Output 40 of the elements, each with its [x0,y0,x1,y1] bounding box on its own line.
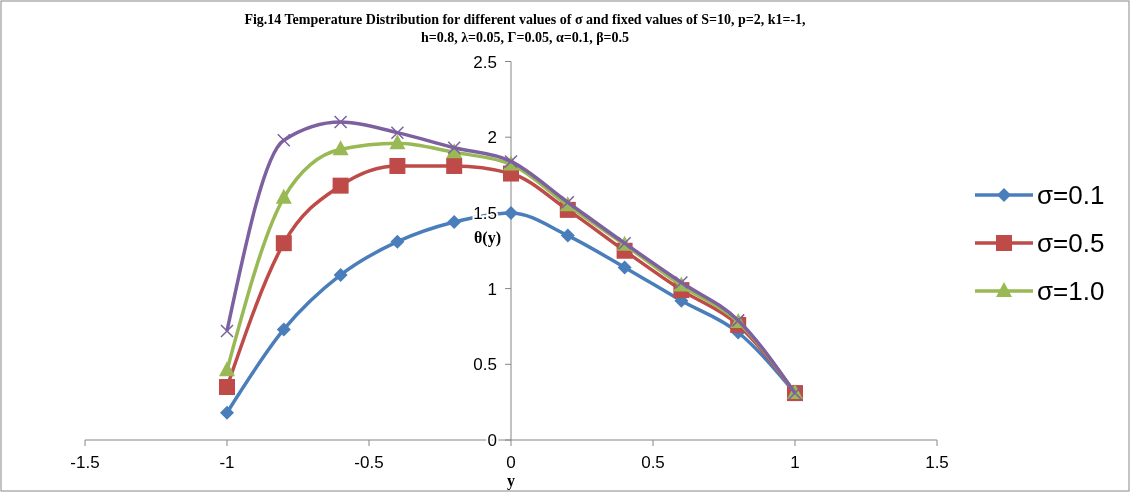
point [220,324,234,338]
x-tick-label: 0.5 [641,453,665,472]
point [389,134,406,150]
point [504,205,518,220]
legend-label: σ=1.0 [1037,276,1105,306]
legend-label: σ=0.1 [1037,180,1105,210]
point [447,214,462,229]
chart-title: Fig.14 Temperature Distribution for different values of σ and fixed values of S=10, p=2, k1=-1, h=0.8, λ=0.05, Γ=0.05, α=0.1, β=0.5 [244,12,806,45]
point [276,322,291,337]
point [277,133,291,147]
y-axis-title: θ(y) [473,229,501,248]
point [389,157,406,174]
y-tick-label: 1 [487,279,497,299]
y-tick-label: 2.5 [473,52,497,72]
point [617,260,632,275]
y-tick-label: 0 [487,431,497,450]
x-tick-label: 0 [506,453,516,472]
point [219,379,235,396]
point [332,140,349,156]
x-axis-title: y [507,472,515,490]
x-tick-label: -1.5 [70,453,100,472]
y-tick-label: 0.5 [473,355,497,375]
point [390,125,405,140]
legend-label: σ=0.5 [1037,228,1105,258]
x-tick-label: 1.5 [925,453,949,472]
point [333,115,348,129]
point [333,267,348,282]
x-tick-label: 1 [790,453,800,472]
point [560,228,575,243]
point [275,235,292,252]
point [332,177,349,194]
point [219,361,235,377]
point [220,405,234,420]
point [390,234,405,249]
point [275,188,292,204]
point [447,141,461,155]
point [446,157,463,174]
y-tick-label: 2 [487,128,497,148]
x-tick-label: -1 [219,453,235,472]
x-tick-label: -0.5 [354,453,384,472]
